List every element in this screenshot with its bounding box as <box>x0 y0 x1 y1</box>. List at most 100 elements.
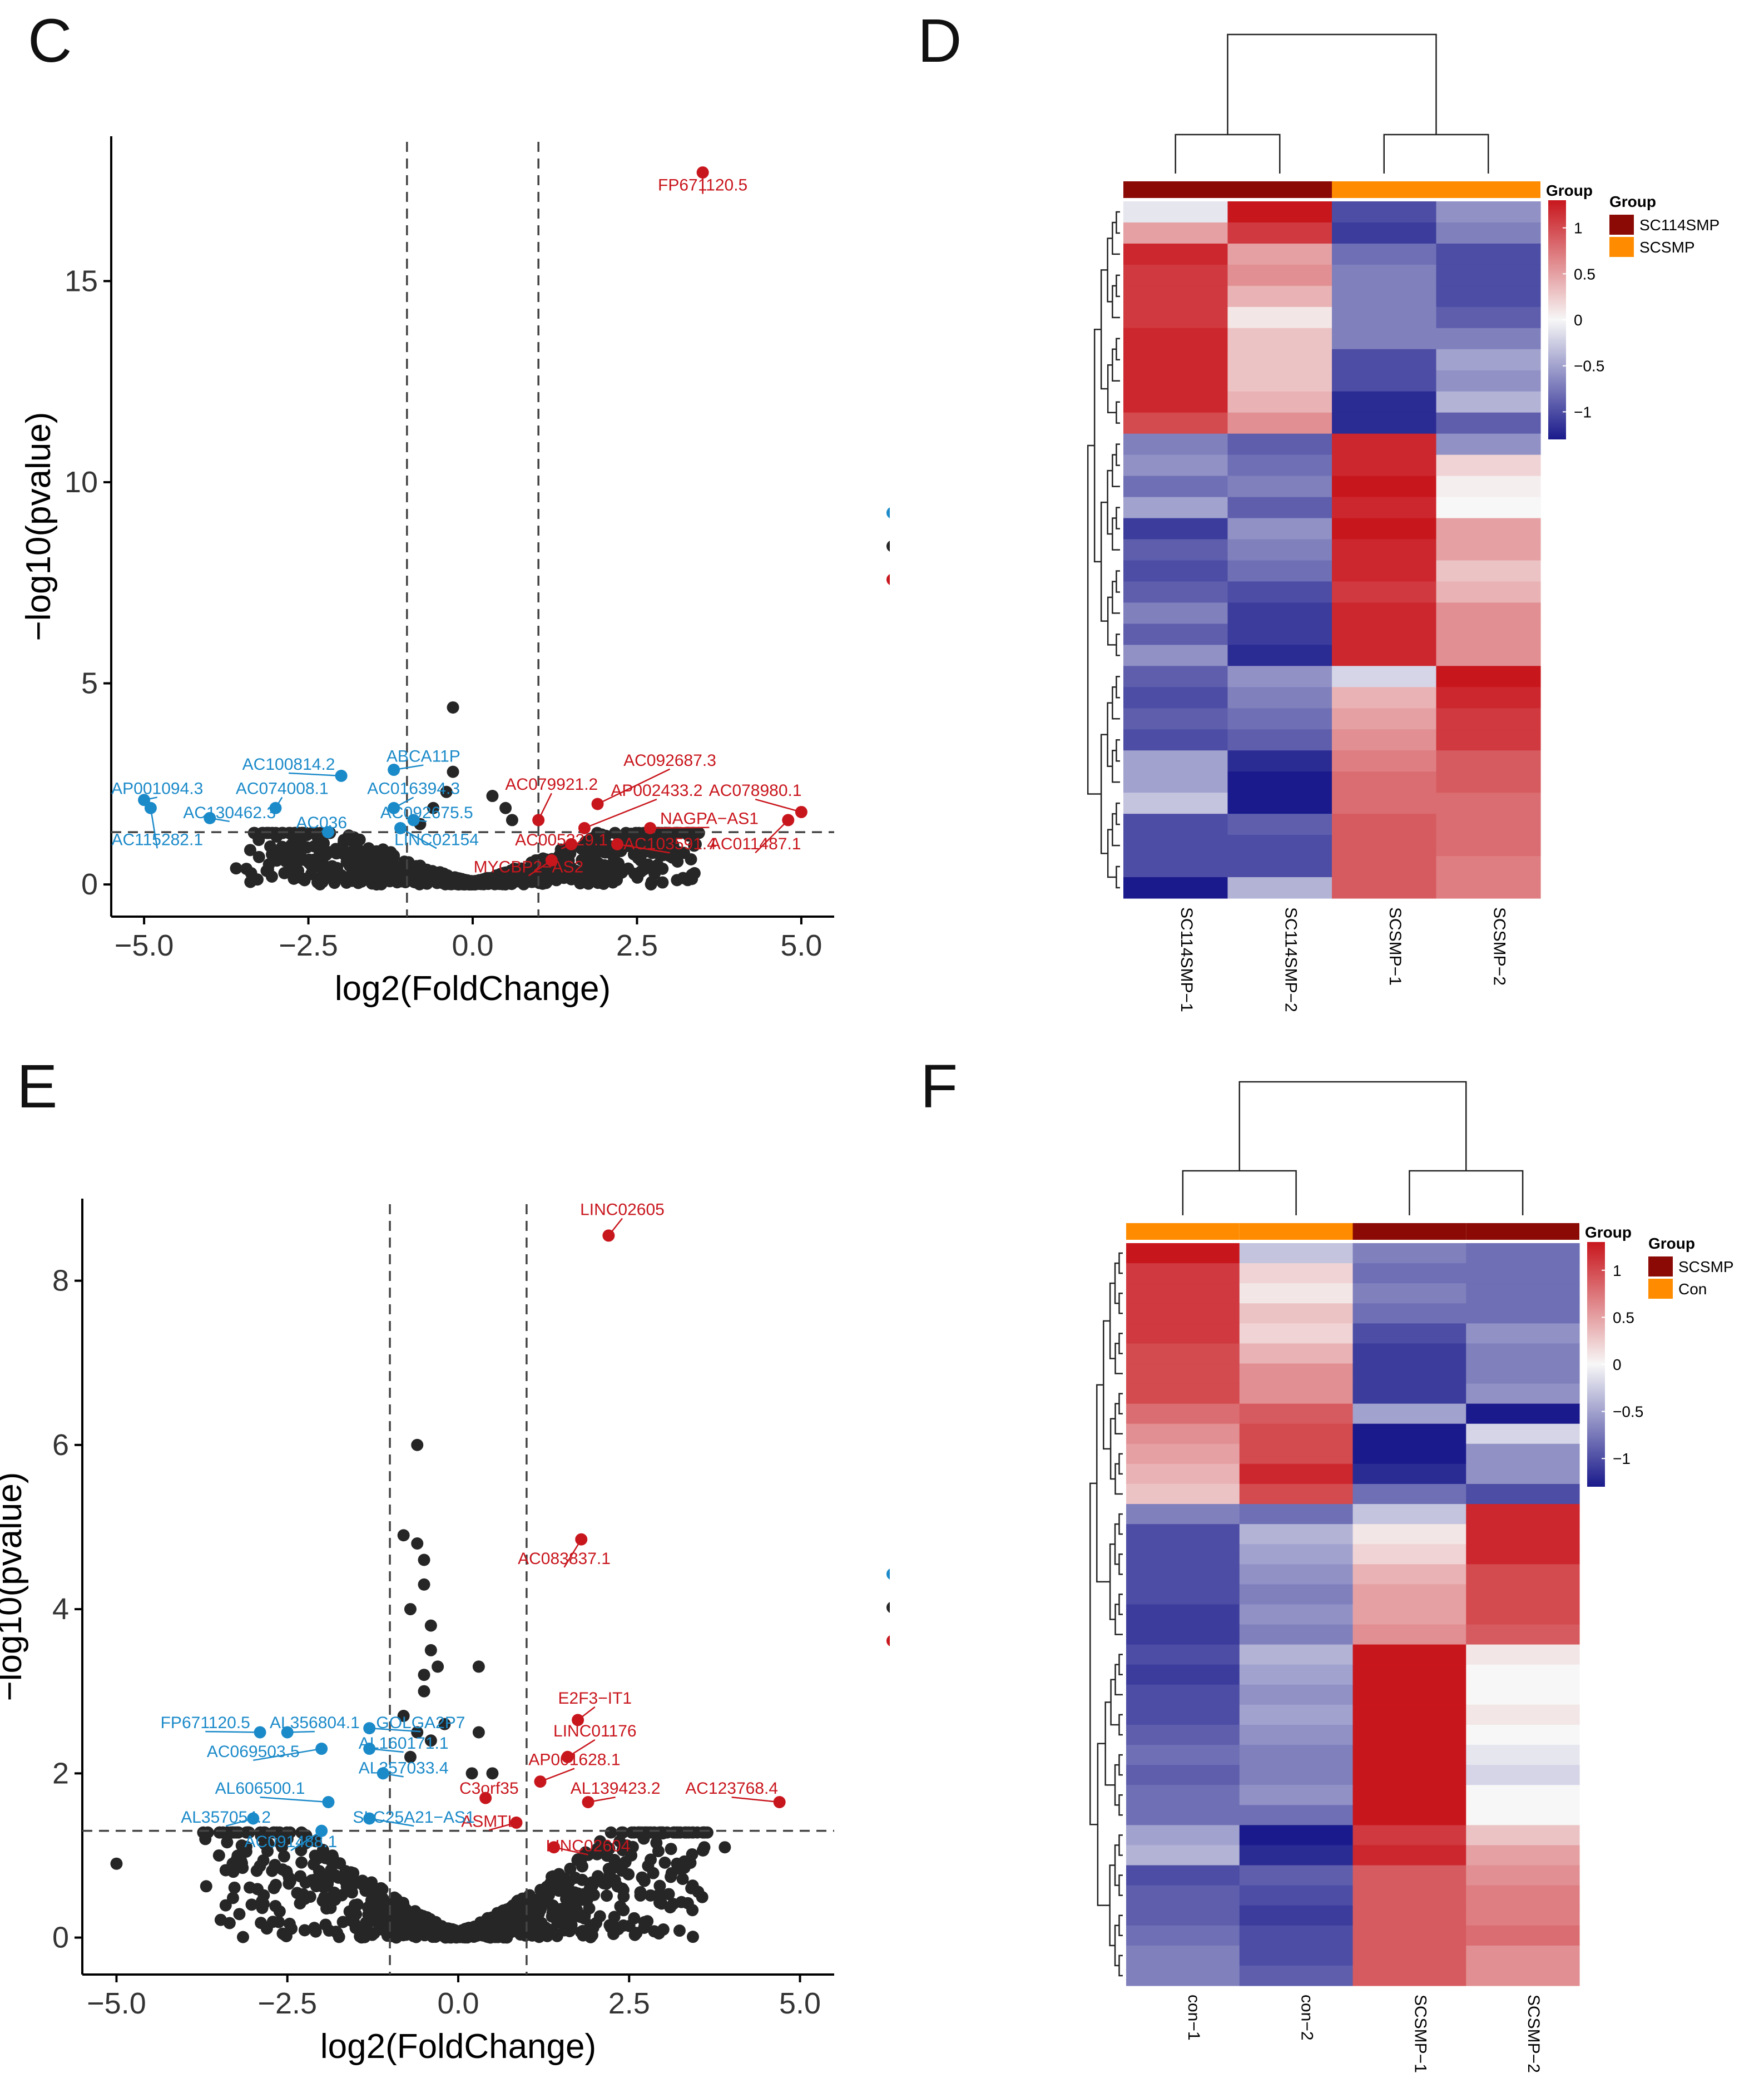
point-label: LINC01176 <box>553 1722 637 1740</box>
heatmap-cell <box>1227 243 1332 265</box>
heatmap-cell <box>1466 1945 1580 1966</box>
heatmap-cell <box>1436 602 1541 624</box>
heatmap-cell <box>1332 306 1437 329</box>
legend-swatch <box>886 1569 890 1580</box>
dendro-branch <box>1097 1743 1110 1906</box>
heatmap-cell <box>1239 1263 1354 1284</box>
volcano-plot-e: −5.0 −2.5 0.0 2.5 5.0 0 2 4 6 8 log2(FoldChange) −l… <box>0 1199 890 2066</box>
ns-point <box>628 1928 641 1941</box>
ns-point <box>492 874 505 887</box>
heatmap-cell <box>1332 328 1437 350</box>
ns-point <box>373 1912 386 1924</box>
heatmap-cell <box>1239 1724 1354 1745</box>
heatmap-cell <box>1436 476 1541 498</box>
heatmap-cell <box>1239 1383 1354 1404</box>
heatmap-cell <box>1239 1965 1354 1986</box>
y-axis-title: −log10(pvalue) <box>0 1472 29 1701</box>
dendro-branch <box>1118 1754 1123 1776</box>
heatmap-cell <box>1332 222 1437 244</box>
heatmap-cell <box>1436 391 1541 413</box>
ns-point <box>240 863 253 875</box>
ns-point <box>240 1840 252 1853</box>
ns-point <box>418 1669 430 1681</box>
heatmap-cell <box>1466 1684 1580 1705</box>
ns-point <box>447 701 459 714</box>
heatmap-cell <box>1126 1724 1240 1745</box>
heatmap-cell <box>1466 1965 1580 1986</box>
heatmap-cell <box>1436 285 1541 308</box>
point-label: FP671120.5 <box>161 1714 250 1732</box>
heatmap-cell <box>1227 729 1332 751</box>
point-label: AL606500.1 <box>215 1779 305 1798</box>
column-dendrogram <box>1175 33 1489 174</box>
heatmap-cell <box>1332 729 1437 751</box>
dendro-branch <box>1107 596 1117 646</box>
heatmap-cell <box>1332 264 1437 286</box>
point-label: AC011487.1 <box>710 835 801 853</box>
ns-point <box>276 840 289 853</box>
ns-point <box>562 853 574 866</box>
ns-point <box>333 1931 345 1943</box>
ns-point <box>285 1922 298 1935</box>
heatmap-cell <box>1466 1463 1580 1485</box>
ns-point <box>424 1619 437 1632</box>
heatmap-cell <box>1352 1544 1466 1565</box>
heatmap-cell <box>1123 729 1228 751</box>
heatmap-cell <box>1436 497 1541 519</box>
ns-point <box>472 1660 485 1673</box>
ns-point <box>647 1867 660 1879</box>
down-point <box>269 801 282 814</box>
ns-point <box>306 858 319 871</box>
ns-point <box>252 850 265 863</box>
point-label: E2F3−IT1 <box>558 1689 632 1708</box>
heatmap-cell <box>1126 1463 1240 1485</box>
ns-point <box>362 1908 375 1921</box>
panel-label-e: E <box>17 1052 58 1121</box>
ns-point <box>546 1873 559 1886</box>
heatmap-cell <box>1436 560 1541 582</box>
ns-point <box>577 1888 590 1901</box>
heatmap-cell <box>1239 1443 1354 1464</box>
legend-swatch <box>886 1635 890 1646</box>
heatmap-cell <box>1239 1825 1354 1846</box>
dendro-branch <box>1114 1664 1123 1696</box>
ns-point <box>462 1927 475 1939</box>
heatmap-cell <box>1227 602 1332 624</box>
heatmap-cell <box>1352 1403 1466 1424</box>
heatmap-cell <box>1436 201 1541 223</box>
x-tick-label: 2.5 <box>616 929 658 962</box>
heatmap-cell <box>1227 201 1332 223</box>
heatmap-cell <box>1227 793 1332 814</box>
legend-swatch <box>886 507 890 518</box>
heatmap-cell <box>1352 1283 1466 1304</box>
heatmap-cell <box>1239 1363 1354 1384</box>
heatmap-cell <box>1332 750 1437 772</box>
ns-point <box>673 1924 686 1937</box>
ns-point <box>404 1603 417 1616</box>
x-tick-label: 0.0 <box>437 1987 479 2020</box>
heatmap-cell <box>1436 518 1541 540</box>
heatmap-cell <box>1436 264 1541 286</box>
heatmap-cell <box>1239 1303 1354 1324</box>
heatmap-cell <box>1126 1664 1240 1685</box>
ns-point <box>656 1826 669 1839</box>
y-tick-label: 5 <box>81 667 98 700</box>
x-tick-label: 5.0 <box>780 929 822 962</box>
ns-point <box>267 1882 280 1894</box>
heatmap-cell <box>1239 1845 1354 1866</box>
ns-point <box>280 1865 293 1878</box>
ns-point <box>601 1889 613 1902</box>
heatmap-cell <box>1239 1624 1354 1645</box>
heatmap-cell <box>1466 1845 1580 1866</box>
ns-point <box>582 841 594 854</box>
ns-point <box>686 873 698 885</box>
x-axis-title: log2(FoldChange) <box>335 969 611 1008</box>
heatmap-cell <box>1123 581 1228 603</box>
point-label: AC100814.2 <box>242 755 335 774</box>
y-tick-label: 15 <box>65 264 98 298</box>
y-tick-label: 10 <box>65 466 98 499</box>
label-leader <box>205 1730 260 1733</box>
ns-point <box>546 1907 559 1919</box>
heatmap-cell <box>1227 560 1332 582</box>
point-label: GOLGA2P7 <box>376 1714 465 1732</box>
